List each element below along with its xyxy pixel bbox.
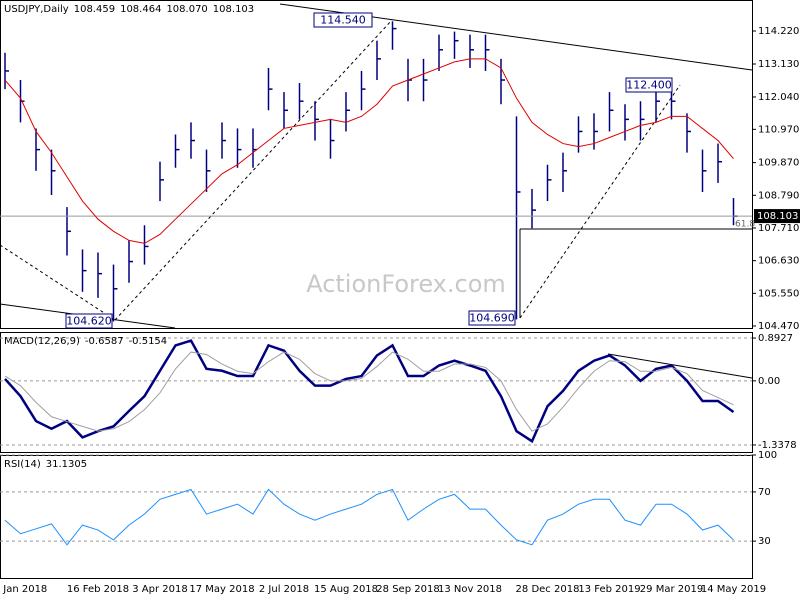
- panel-frame: [0, 332, 753, 453]
- annotation: 61.8: [735, 220, 755, 230]
- annotation-box: [625, 77, 673, 93]
- y-tick-label: 113.130: [758, 59, 799, 70]
- last-price-box: [754, 209, 800, 224]
- panel-title: USDJPY,Daily: [4, 4, 69, 15]
- x-tick-label: 2 Jul 2018: [259, 584, 309, 595]
- header-value: 108.103: [213, 4, 254, 15]
- annotation: 112.400: [626, 79, 672, 92]
- annotation: 104.620: [66, 315, 112, 328]
- header-value: 108.459: [74, 4, 115, 15]
- panel-title: RSI(14): [4, 459, 41, 470]
- annotation: 114.540: [320, 14, 366, 27]
- y-tick-label: -1.3378: [758, 440, 797, 451]
- last-price-label: 108.103: [757, 211, 798, 222]
- header-value: -0.5154: [129, 336, 168, 347]
- series-line: [4, 351, 734, 432]
- series-line: [4, 488, 734, 546]
- panel-title: MACD(12,26,9): [4, 336, 80, 347]
- y-tick-label: 30: [758, 536, 771, 547]
- y-tick-label: 70: [758, 487, 771, 498]
- x-tick-label: 13 Nov 2018: [438, 584, 502, 595]
- y-tick-label: 114.220: [758, 26, 799, 37]
- trend-line: [519, 84, 681, 319]
- y-tick-label: 105.550: [758, 288, 799, 299]
- watermark: ActionForex.com: [306, 270, 506, 298]
- y-tick-label: 104.470: [758, 321, 799, 332]
- y-tick-label: 0.8927: [758, 333, 793, 344]
- annotation: 104.690: [469, 312, 515, 325]
- x-tick-label: 3 Apr 2018: [132, 584, 187, 595]
- trend-line: [607, 353, 753, 379]
- x-tick-label: 3 Jan 2018: [0, 584, 47, 595]
- annotation-box: [468, 310, 516, 326]
- panel-frame: [0, 0, 753, 329]
- annotation-box: [65, 313, 113, 329]
- x-tick-label: 16 Feb 2018: [67, 584, 129, 595]
- y-tick-label: 108.790: [758, 190, 799, 201]
- series-line: [4, 58, 734, 244]
- x-tick-label: 15 Aug 2018: [314, 584, 378, 595]
- header-value: 108.464: [120, 4, 161, 15]
- trend-line: [114, 19, 393, 321]
- series-line: [4, 339, 735, 444]
- header-value: 31.1305: [46, 459, 87, 470]
- annotation-box: [313, 12, 373, 28]
- x-tick-label: 14 May 2019: [701, 584, 766, 595]
- y-tick-label: 106.630: [758, 256, 799, 267]
- panel-header: USDJPY,Daily 108.459 108.464 108.070 108.103: [4, 4, 254, 15]
- trend-line: [0, 244, 116, 321]
- y-tick-label: 0.00: [758, 376, 780, 387]
- panel-frame: [0, 455, 753, 579]
- x-tick-label: 28 Sep 2018: [376, 584, 439, 595]
- x-tick-label: 29 Mar 2019: [640, 584, 703, 595]
- header-value: -0.6587: [85, 336, 124, 347]
- x-tick-label: 17 May 2018: [189, 584, 254, 595]
- y-tick-label: 109.870: [758, 158, 799, 169]
- y-tick-label: 100: [758, 450, 777, 461]
- header-value: 108.070: [166, 4, 207, 15]
- x-tick-label: 28 Dec 2018: [516, 584, 580, 595]
- y-tick-label: 112.040: [758, 92, 799, 103]
- y-tick-label: 110.970: [758, 124, 799, 135]
- panel-header: MACD(12,26,9) -0.6587 -0.5154: [4, 336, 167, 347]
- y-tick-label: 107.710: [758, 223, 799, 234]
- panel-header: RSI(14) 31.1305: [4, 459, 87, 470]
- x-tick-label: 13 Feb 2019: [578, 584, 640, 595]
